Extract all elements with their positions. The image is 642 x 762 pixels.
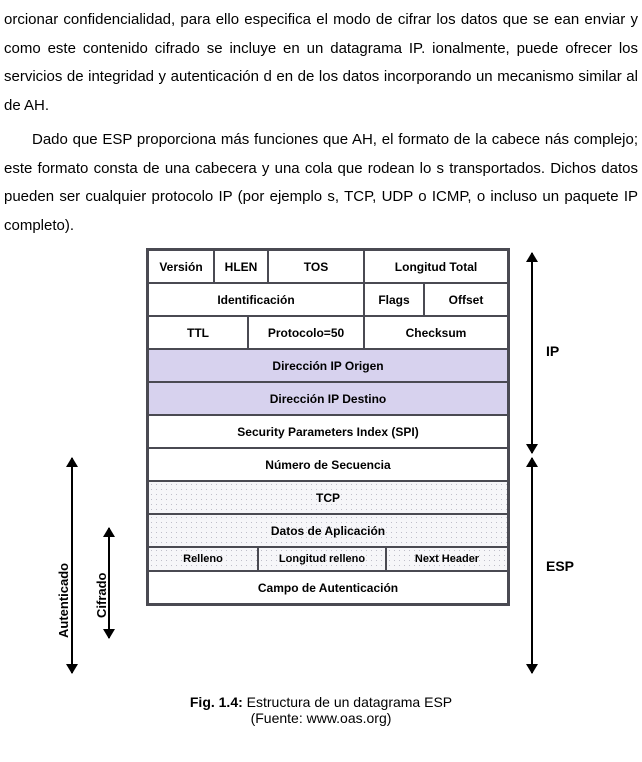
figure-caption: Fig. 1.4: Estructura de un datagrama ESP… [0, 694, 642, 726]
label-ip: IP [546, 343, 559, 359]
cell-tos: TOS [268, 250, 364, 283]
cell-ttl: TTL [148, 316, 248, 349]
cell-ip-origen: Dirección IP Origen [148, 349, 508, 382]
label-esp: ESP [546, 558, 574, 574]
cell-campo-aut: Campo de Autenticación [148, 571, 508, 604]
cell-spi: Security Parameters Index (SPI) [148, 415, 508, 448]
arrow-ip [531, 253, 533, 453]
cell-relleno: Relleno [148, 547, 258, 571]
paragraph-1: orcionar confidencialidad, para ello esp… [0, 0, 642, 120]
cell-flags: Flags [364, 283, 424, 316]
label-autenticado: Autenticado [56, 563, 71, 638]
cell-offset: Offset [424, 283, 508, 316]
caption-title: Estructura de un datagrama ESP [243, 694, 452, 710]
cell-hlen: HLEN [214, 250, 268, 283]
cell-version: Versión [148, 250, 214, 283]
cell-identificacion: Identificación [148, 283, 364, 316]
datagram-table: Versión HLEN TOS Longitud Total Identifi… [146, 248, 510, 606]
caption-source: (Fuente: www.oas.org) [251, 710, 392, 726]
label-cifrado: Cifrado [94, 573, 109, 619]
caption-fig-number: Fig. 1.4: [190, 694, 243, 710]
cell-checksum: Checksum [364, 316, 508, 349]
cell-long-relleno: Longitud relleno [258, 547, 386, 571]
arrow-autenticado [71, 458, 73, 673]
cell-datos-aplic: Datos de Aplicación [148, 514, 508, 547]
figure-esp-datagram: Autenticado Cifrado IP ESP Versión HLEN … [26, 248, 616, 688]
paragraph-2: Dado que ESP proporciona más funciones q… [0, 120, 642, 240]
cell-protocolo: Protocolo=50 [248, 316, 364, 349]
cell-longitud: Longitud Total [364, 250, 508, 283]
cell-num-sec: Número de Secuencia [148, 448, 508, 481]
cell-ip-destino: Dirección IP Destino [148, 382, 508, 415]
cell-tcp: TCP [148, 481, 508, 514]
cell-next-header: Next Header [386, 547, 508, 571]
arrow-cifrado [108, 528, 110, 638]
arrow-esp [531, 458, 533, 673]
